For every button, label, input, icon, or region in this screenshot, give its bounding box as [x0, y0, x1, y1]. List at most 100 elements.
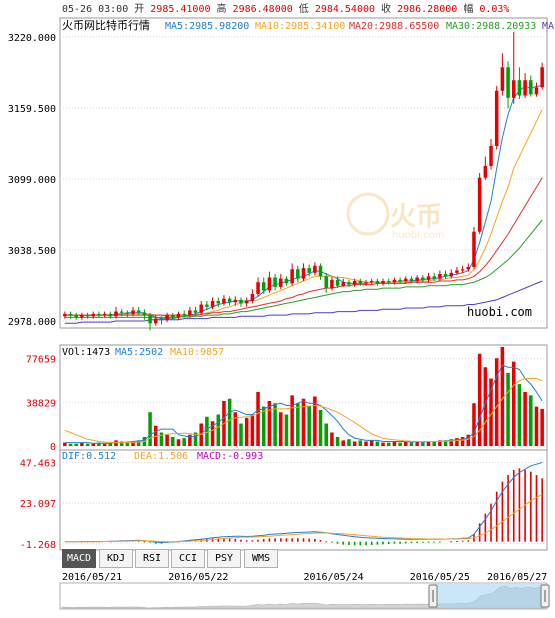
candle-body	[347, 282, 351, 285]
macd-histogram-bar	[342, 541, 345, 545]
macd-histogram-bar	[217, 538, 220, 542]
site-label: huobi.com	[467, 305, 532, 319]
volume-bar	[250, 414, 255, 446]
volume-bar	[244, 417, 249, 446]
macd-histogram-bar	[370, 541, 373, 545]
volume-bar	[85, 443, 90, 446]
candle-body	[74, 315, 78, 318]
candle-body	[256, 282, 260, 294]
volume-bar	[540, 408, 544, 446]
candle-body	[142, 312, 147, 316]
candle-body	[529, 80, 533, 95]
candle-body	[375, 281, 380, 284]
timeline-date-label: 2016/05/24	[304, 572, 364, 583]
macd-histogram-bar	[297, 538, 299, 542]
volume-bar	[466, 434, 471, 446]
macd-histogram-bar	[262, 539, 265, 542]
volume-bar	[131, 441, 135, 446]
legend-ma30: MA30:2988.20933	[446, 21, 536, 32]
macd-histogram-bar	[535, 475, 538, 542]
volume-bar	[506, 372, 510, 446]
tab-rsi[interactable]: RSI	[135, 549, 169, 568]
chart-title: 火币网比特币行情	[62, 18, 150, 32]
tab-cci[interactable]: CCI	[171, 549, 205, 568]
macd-histogram-bar	[404, 541, 407, 544]
tab-macd[interactable]: MACD	[62, 549, 96, 568]
tab-psy[interactable]: PSY	[207, 549, 241, 568]
candle-body	[290, 269, 294, 284]
candle-body	[80, 315, 84, 318]
macd-histogram-bar	[433, 541, 435, 543]
volume-bar	[284, 414, 289, 446]
volume-bar	[91, 443, 96, 446]
volume-bar	[415, 441, 419, 446]
candle-body	[239, 299, 243, 304]
macd-histogram-bar	[501, 481, 504, 542]
macd-histogram-bar	[143, 541, 146, 543]
macd-histogram-bar	[257, 539, 259, 542]
candle-body	[517, 80, 522, 96]
candle-body	[404, 278, 408, 282]
price-tick-label: 3220.000	[8, 33, 56, 44]
watermark-domain: huobi.com	[392, 230, 444, 241]
volume-bar	[261, 406, 266, 446]
huobi-logo-icon	[346, 192, 390, 236]
candle-body	[279, 278, 283, 287]
volume-bar	[421, 442, 425, 446]
candle-body	[466, 266, 471, 270]
macd-tick-label: 47.463	[20, 459, 56, 470]
candle-body	[352, 281, 357, 285]
volume-bar	[341, 440, 346, 446]
candle-body	[296, 269, 300, 279]
volume-bar	[210, 421, 215, 446]
macd-histogram-bar	[399, 541, 401, 544]
volume-bar	[97, 442, 101, 446]
macd-histogram-bar	[518, 468, 521, 542]
macd-histogram-bar	[450, 541, 453, 543]
macd-histogram-bar	[427, 541, 430, 543]
macd-histogram-bar	[325, 541, 328, 543]
candle-body	[250, 293, 255, 301]
macd-histogram-bar	[223, 538, 225, 542]
candle-body	[193, 310, 198, 313]
macd-histogram-bar	[461, 540, 464, 542]
macd-histogram-bar	[467, 540, 470, 542]
volume-bar	[500, 347, 505, 446]
volume-bar	[529, 395, 533, 446]
candle-body	[489, 145, 493, 166]
volume-bar	[239, 423, 243, 446]
candle-body	[392, 279, 397, 283]
candle-body	[108, 313, 113, 317]
macd-histogram-bar	[382, 541, 384, 545]
volume-bar	[318, 410, 323, 446]
tab-wms[interactable]: WMS	[244, 549, 278, 568]
volume-bar	[324, 423, 328, 446]
candle-body	[364, 282, 368, 284]
macd-histogram-bar	[251, 540, 254, 542]
candle-body	[301, 268, 306, 279]
candle-body	[188, 310, 192, 316]
macd-legend-dea: DEA:1.506	[134, 451, 188, 462]
volume-bar	[233, 412, 238, 446]
candle-body	[500, 67, 505, 91]
volume-bar	[307, 405, 311, 446]
volume-bar	[68, 443, 73, 446]
volume-legend-ma10: MA10:9857	[170, 347, 224, 358]
quote-header: 05-26 03:00 开 2985.41000 高 2986.48000 低 …	[62, 2, 509, 15]
volume-bar	[494, 358, 499, 446]
legend-ma10: MA10:2985.34100	[255, 21, 345, 32]
volume-bar	[153, 425, 158, 446]
macd-histogram-bar	[439, 541, 441, 543]
macd-histogram-bar	[228, 538, 231, 542]
legend-ma20: MA20:2988.65500	[349, 21, 439, 32]
candle-body	[233, 299, 238, 303]
volume-bar	[404, 441, 408, 446]
macd-histogram-bar	[240, 539, 242, 542]
legend-ma-extra: MA	[542, 21, 554, 32]
tab-kdj[interactable]: KDJ	[99, 549, 133, 568]
volume-bar	[483, 367, 488, 446]
volume-bar	[364, 441, 368, 446]
candle-body	[494, 90, 499, 146]
candle-body	[284, 278, 289, 284]
candle-body	[267, 277, 272, 291]
